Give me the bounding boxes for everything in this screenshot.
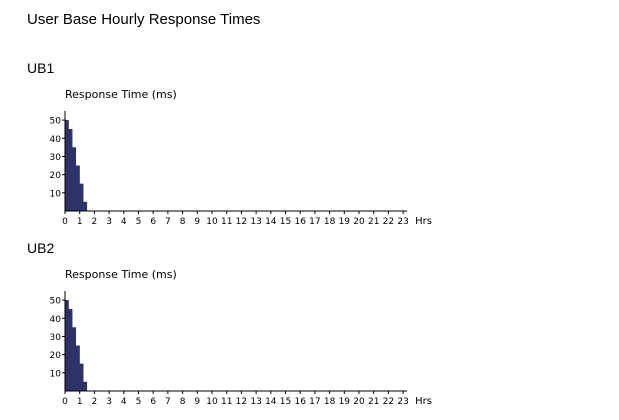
x-tick-label: 2 [92, 217, 98, 227]
x-tick-label: 5 [136, 397, 142, 407]
y-tick-label: 30 [50, 333, 62, 343]
x-tick-label: 3 [106, 217, 112, 227]
response-bar-4 [79, 183, 84, 211]
x-tick-label: 7 [165, 217, 171, 227]
y-tick-label: 50 [50, 297, 62, 307]
x-tick-label: 10 [206, 217, 218, 227]
x-tick-label: 19 [339, 217, 351, 227]
x-tick-label: 22 [383, 397, 394, 407]
response-bar-0 [65, 120, 69, 211]
response-bar-2 [72, 147, 77, 211]
x-tick-label: 20 [353, 217, 365, 227]
x-tick-label: 7 [165, 397, 171, 407]
y-tick-label: 50 [50, 117, 62, 127]
y-tick-label: 10 [50, 189, 62, 199]
x-tick-label: 12 [236, 217, 247, 227]
x-tick-label: 5 [136, 217, 142, 227]
y-tick-label: 20 [50, 171, 62, 181]
x-tick-label: 10 [206, 397, 218, 407]
response-bar-3 [76, 165, 80, 211]
x-tick-label: 16 [294, 217, 306, 227]
page-title: User Base Hourly Response Times [27, 11, 261, 28]
x-tick-label: 21 [368, 397, 379, 407]
response-bar-3 [76, 345, 80, 391]
x-tick-label: 12 [236, 397, 247, 407]
x-tick-label: 4 [121, 217, 127, 227]
response-bar-1 [68, 129, 73, 211]
x-tick-label: 18 [324, 397, 336, 407]
x-tick-label: 23 [397, 217, 408, 227]
response-bar-0 [65, 300, 69, 391]
x-tick-label: 14 [265, 397, 277, 407]
x-tick-label: 1 [77, 397, 83, 407]
x-tick-label: 9 [194, 397, 200, 407]
x-tick-label: 11 [221, 397, 232, 407]
y-axis-label: Response Time (ms) [65, 268, 177, 281]
x-tick-label: 0 [62, 397, 68, 407]
x-tick-label: 15 [280, 217, 291, 227]
x-tick-label: 19 [339, 397, 351, 407]
x-tick-label: 16 [294, 397, 306, 407]
section-label-ub1: UB1 [27, 60, 55, 76]
y-tick-label: 10 [50, 369, 62, 379]
x-tick-label: 14 [265, 217, 277, 227]
y-tick-label: 40 [50, 135, 62, 145]
x-tick-label: 8 [180, 217, 186, 227]
x-tick-label: 1 [77, 217, 83, 227]
x-tick-label: 22 [383, 217, 394, 227]
x-axis-label: Hrs [415, 396, 432, 407]
x-tick-label: 6 [150, 397, 156, 407]
x-axis-label: Hrs [415, 216, 432, 227]
x-tick-label: 15 [280, 397, 291, 407]
x-tick-label: 13 [250, 397, 261, 407]
y-tick-label: 30 [50, 153, 62, 163]
y-tick-label: 20 [50, 351, 62, 361]
x-tick-label: 13 [250, 217, 261, 227]
section-label-ub2: UB2 [27, 240, 55, 256]
x-tick-label: 20 [353, 397, 365, 407]
y-tick-label: 40 [50, 315, 62, 325]
x-tick-label: 17 [309, 217, 320, 227]
x-tick-label: 9 [194, 217, 200, 227]
x-tick-label: 0 [62, 217, 68, 227]
x-tick-label: 3 [106, 397, 112, 407]
x-tick-label: 6 [150, 217, 156, 227]
x-tick-label: 17 [309, 397, 320, 407]
x-tick-label: 21 [368, 217, 379, 227]
response-bar-5 [83, 381, 88, 391]
y-axis-label: Response Time (ms) [65, 88, 177, 101]
x-tick-label: 11 [221, 217, 232, 227]
x-tick-label: 23 [397, 397, 408, 407]
x-tick-label: 8 [180, 397, 186, 407]
response-bar-5 [83, 201, 88, 211]
response-bar-4 [79, 363, 84, 391]
response-bar-1 [68, 309, 73, 391]
x-tick-label: 18 [324, 217, 336, 227]
x-tick-label: 4 [121, 397, 127, 407]
response-bar-2 [72, 327, 77, 391]
x-tick-label: 2 [92, 397, 98, 407]
